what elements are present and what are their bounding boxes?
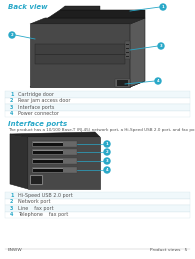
Text: The product has a 10/100 Base-T (RJ-45) network port, a Hi-Speed USB 2.0 port, a: The product has a 10/100 Base-T (RJ-45) … bbox=[8, 128, 195, 132]
Bar bbox=[5, 91, 190, 97]
Text: Interface ports: Interface ports bbox=[8, 121, 67, 127]
Bar bbox=[5, 205, 190, 212]
Text: Power connector: Power connector bbox=[18, 111, 59, 116]
Text: 2: 2 bbox=[10, 199, 13, 204]
Bar bbox=[33, 168, 63, 172]
Text: 3: 3 bbox=[10, 105, 13, 110]
Bar bbox=[5, 104, 190, 111]
Text: Interface ports: Interface ports bbox=[18, 105, 54, 110]
Polygon shape bbox=[30, 18, 145, 24]
Text: 2: 2 bbox=[10, 98, 13, 103]
Circle shape bbox=[9, 32, 15, 38]
Text: 1: 1 bbox=[106, 142, 108, 146]
Polygon shape bbox=[48, 10, 145, 18]
Polygon shape bbox=[10, 134, 28, 189]
Circle shape bbox=[160, 4, 166, 10]
Bar bbox=[126, 44, 129, 45]
Text: 4: 4 bbox=[106, 168, 108, 172]
Bar bbox=[33, 168, 63, 169]
Polygon shape bbox=[130, 18, 145, 87]
Bar bbox=[32, 141, 77, 147]
Text: 4: 4 bbox=[10, 212, 13, 217]
Bar bbox=[30, 175, 43, 185]
Text: Product views   5: Product views 5 bbox=[150, 248, 187, 252]
Polygon shape bbox=[60, 6, 100, 10]
Text: Back view: Back view bbox=[8, 4, 48, 10]
Text: 3: 3 bbox=[160, 44, 162, 48]
Bar bbox=[33, 150, 63, 151]
Polygon shape bbox=[35, 44, 125, 64]
Text: Network port: Network port bbox=[18, 199, 51, 204]
Bar bbox=[33, 159, 63, 160]
Circle shape bbox=[104, 149, 110, 155]
Text: 4: 4 bbox=[10, 111, 13, 116]
Text: Telephone    fax port: Telephone fax port bbox=[18, 212, 68, 217]
Bar bbox=[31, 176, 42, 184]
Text: 1: 1 bbox=[162, 5, 164, 9]
Bar bbox=[5, 192, 190, 198]
Bar bbox=[33, 142, 63, 143]
Text: 3: 3 bbox=[10, 206, 13, 211]
Bar bbox=[28, 137, 100, 189]
Text: ENWW: ENWW bbox=[8, 248, 23, 252]
Bar bbox=[32, 167, 77, 173]
Text: 4: 4 bbox=[157, 79, 159, 83]
Text: 2: 2 bbox=[11, 33, 13, 37]
Circle shape bbox=[104, 141, 110, 147]
Bar bbox=[32, 149, 77, 155]
Bar bbox=[33, 150, 63, 154]
Polygon shape bbox=[30, 24, 130, 87]
Text: Hi-Speed USB 2.0 port: Hi-Speed USB 2.0 port bbox=[18, 193, 73, 198]
Text: 1: 1 bbox=[10, 92, 13, 97]
Text: Rear jam access door: Rear jam access door bbox=[18, 98, 71, 103]
Circle shape bbox=[104, 158, 110, 164]
Bar bbox=[126, 55, 129, 57]
Text: Cartridge door: Cartridge door bbox=[18, 92, 54, 97]
Text: 3: 3 bbox=[106, 159, 108, 163]
Bar bbox=[32, 158, 77, 164]
Bar bbox=[33, 142, 63, 146]
Circle shape bbox=[155, 78, 161, 84]
Bar bbox=[5, 198, 190, 205]
Bar bbox=[125, 41, 130, 59]
Circle shape bbox=[158, 43, 164, 49]
Text: 1: 1 bbox=[10, 193, 13, 198]
Text: Line    fax port: Line fax port bbox=[18, 206, 54, 211]
Circle shape bbox=[104, 167, 110, 173]
Polygon shape bbox=[30, 81, 145, 87]
Bar bbox=[126, 52, 129, 53]
Bar bbox=[126, 47, 129, 49]
Bar bbox=[33, 159, 63, 163]
Polygon shape bbox=[10, 132, 100, 137]
Bar bbox=[5, 111, 190, 117]
Text: 2: 2 bbox=[106, 150, 108, 154]
Bar bbox=[5, 212, 190, 218]
Bar bbox=[117, 80, 128, 86]
Bar bbox=[115, 79, 130, 87]
Bar bbox=[5, 97, 190, 104]
